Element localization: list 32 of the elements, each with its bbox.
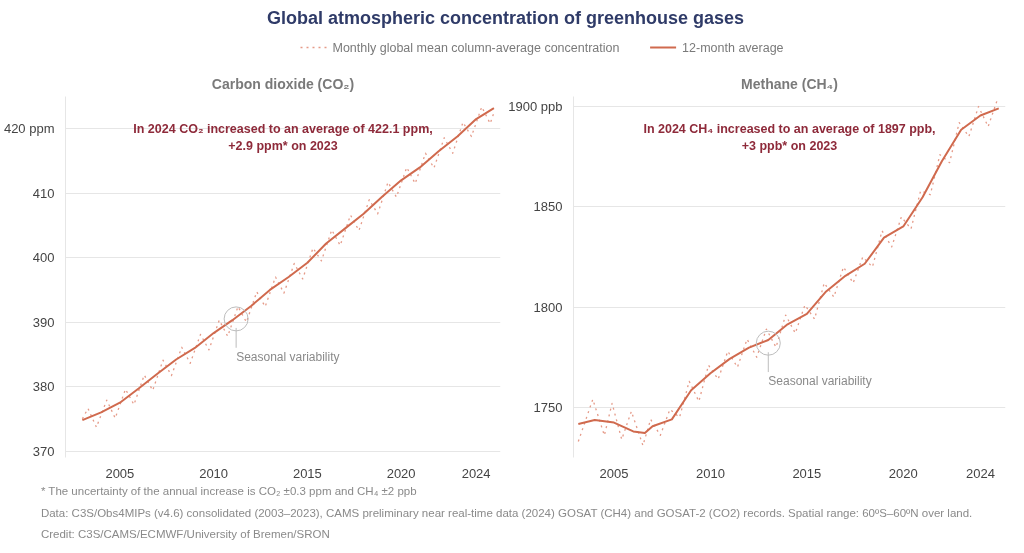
x-tick-label: 2024 <box>461 465 491 481</box>
y-tick-label: 1800 <box>533 299 563 315</box>
y-tick-label: 1750 <box>533 399 563 415</box>
text: Data: C3S/Obs4MIPs (v4.6) consolidated (2003–2023), CAMS preliminary near real-time data (2024) GOSAT (CH4) and GOSAT-2 (CO2) records. Spatial range: 60ºS–60ºN over land. <box>40 506 973 519</box>
x-tick-label: 2010 <box>695 465 725 481</box>
chart-title: Methane (CH₄) <box>741 75 838 92</box>
y-tick-label: 420 ppm <box>3 121 55 137</box>
x-tick-label: 2020 <box>888 465 918 481</box>
y-tick-label: 410 <box>32 185 55 201</box>
y-tick-label: 390 <box>32 314 55 330</box>
x-tick-label: 2015 <box>292 465 322 481</box>
x-tick-label: 2010 <box>199 465 229 481</box>
chart-subtitle: Carbon dioxide (CO₂) <box>211 75 355 92</box>
y-tick-label: 370 <box>32 443 55 459</box>
y-tick-label: 400 <box>32 250 55 266</box>
y-tick-label: 1900 ppb <box>508 99 563 115</box>
legend-label: Monthly global mean column-average concentration <box>332 40 620 55</box>
y-tick-label: 1850 <box>533 199 563 215</box>
x-tick-label: 2024 <box>965 465 995 481</box>
x-tick-label: 2020 <box>386 465 416 481</box>
annotation: Seasonal variability <box>768 373 872 388</box>
x-tick-label: 2005 <box>105 465 135 481</box>
y-tick-label: 380 <box>32 379 55 395</box>
annotation: In 2024 CH₄ increased to an average of 1897 ppb, +3 ppb* on 2023 <box>643 121 936 153</box>
text: * The uncertainty of the annual increase is CO₂ ±0.3 ppm and CH₄ ±2 ppb <box>40 485 417 498</box>
legend-label: 12-month average <box>682 40 784 55</box>
text: Credit: C3S/CAMS/ECMWF/University of Bremen/SRON <box>40 527 330 540</box>
chart-title: Global atmospheric concentration of greenhouse gases <box>266 7 745 28</box>
x-tick-label: 2005 <box>599 465 629 481</box>
x-tick-label: 2015 <box>792 465 822 481</box>
annotation: Seasonal variability <box>236 349 340 364</box>
annotation: In 2024 CO₂ increased to an average of 422.1 ppm, +2.9 ppm* on 2023 <box>133 121 433 153</box>
